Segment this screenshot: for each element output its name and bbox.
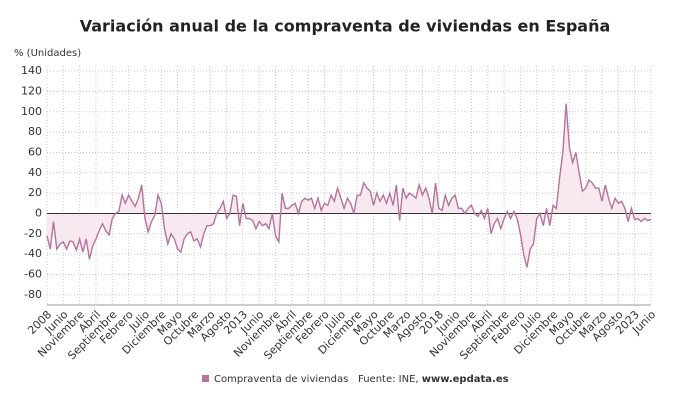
source-link: www.epdata.es xyxy=(422,374,509,385)
y-tick-label: 20 xyxy=(28,186,42,199)
area xyxy=(47,103,651,268)
y-tick-label: 80 xyxy=(28,125,42,138)
legend-swatch xyxy=(202,375,209,382)
y-tick-label: 0 xyxy=(35,206,42,219)
y-tick-label: 60 xyxy=(28,145,42,158)
y-axis-label: % (Unidades) xyxy=(14,48,81,59)
y-tick-label: 120 xyxy=(21,84,42,97)
chart-title: Variación anual de la compraventa de viv… xyxy=(80,17,611,36)
y-tick-label: -80 xyxy=(24,288,42,301)
y-tick-label: -40 xyxy=(24,247,42,260)
line xyxy=(46,103,652,268)
y-tick-label: -20 xyxy=(24,227,42,240)
source: Fuente: INE, www.epdata.es xyxy=(358,374,509,385)
legend-label: Compraventa de viviendas xyxy=(214,374,348,385)
legend: Compraventa de viviendas Fuente: INE, ww… xyxy=(202,374,509,385)
plot xyxy=(46,66,652,306)
y-tick-label: 40 xyxy=(28,166,42,179)
y-tick-label: 100 xyxy=(21,105,42,118)
y-tick-label: -60 xyxy=(24,267,42,280)
y-tick-label: 140 xyxy=(21,64,42,77)
source-label: Fuente: INE, xyxy=(358,374,422,385)
